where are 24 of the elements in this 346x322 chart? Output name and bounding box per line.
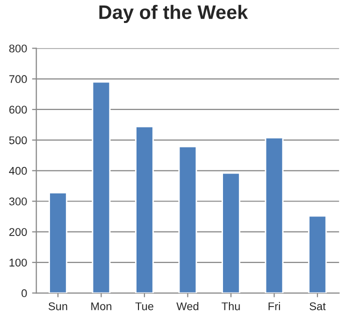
y-tick-label: 100 [10,258,27,267]
y-tick-label: 400 [9,166,27,175]
x-tick-label: Thu [222,302,240,310]
bar [178,146,198,294]
bar [92,81,111,294]
y-tick-label: 0 [22,289,27,298]
bar [264,136,284,294]
x-tick-label: Sat [310,302,326,310]
bar [308,215,327,294]
bar [48,192,68,294]
bar [222,172,240,294]
x-tick-label: Tue [135,302,154,310]
x-tick-label: Fri [268,302,280,310]
y-tick-label: 500 [9,136,27,144]
x-tick-label: Mon [91,302,112,310]
y-tick-label: 700 [9,75,27,84]
x-tick-label: Sun [48,302,68,310]
y-tick-label: 600 [9,106,27,114]
x-tick-label: Wed [176,302,198,310]
bar [135,126,154,294]
y-tick-label: 300 [9,198,27,206]
y-tick-label: 800 [9,44,27,52]
y-tick-label: 200 [9,228,27,236]
chart-title: Day of the Week [99,4,248,23]
